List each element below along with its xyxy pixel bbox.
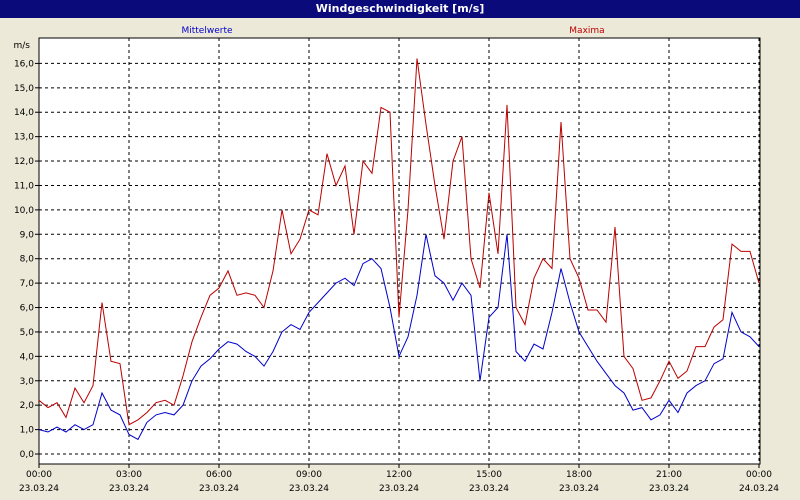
x-tick-date-label: 23.03.24 [649,484,689,494]
y-tick-label: 7,0 [20,279,35,289]
x-tick-date-label: 23.03.24 [109,484,149,494]
x-tick-time-label: 06:00 [206,470,232,480]
series-line-maxima [38,58,760,426]
y-tick-label: 11,0 [14,181,34,191]
x-tick-date-label: 23.03.24 [559,484,599,494]
y-tick-label: 5,0 [20,328,35,338]
y-tick-label: 0,0 [20,450,35,460]
y-axis-ticks: 0,0 1,0 2,0 3,0 4,0 5,0 6,0 7,0 8,0 9,0 10,0 11,0 12… [14,59,39,460]
y-tick-label: 9,0 [20,230,35,240]
x-tick-time-label: 18:00 [566,470,592,480]
y-tick-label: 2,0 [20,401,35,411]
x-tick-time-label: 00:00 [26,470,52,480]
y-tick-label: 8,0 [20,255,35,265]
x-tick-time-label: 21:00 [656,470,682,480]
x-tick-date-label: 23.03.24 [289,484,329,494]
y-tick-label: 12,0 [14,157,34,167]
y-tick-label: 15,0 [14,84,34,94]
x-axis-ticks: 00:00 23.03.24 03:00 23.03.24 06:00 23.03.24 0… [19,464,779,494]
grid-lines [38,38,760,464]
y-tick-label: 10,0 [14,206,34,216]
x-tick-date-label: 23.03.24 [19,484,59,494]
series-line-mittelwerte [38,234,760,441]
data-series [38,58,760,441]
chart-title: Windgeschwindigkeit [m/s] [0,0,800,18]
x-tick-date-label: 23.03.24 [379,484,419,494]
y-tick-label: 13,0 [14,133,34,143]
y-tick-label: 14,0 [14,108,34,118]
x-tick-time-label: 03:00 [116,470,142,480]
y-tick-label: 1,0 [20,426,35,436]
legend-mittelwerte: Mittelwerte [181,26,232,36]
y-tick-label: 4,0 [20,352,35,362]
x-tick-date-label: 24.03.24 [739,484,779,494]
y-tick-label: 6,0 [20,304,35,314]
x-tick-date-label: 23.03.24 [199,484,239,494]
legend-maxima: Maxima [569,26,604,36]
x-tick-time-label: 00:00 [746,470,772,480]
y-tick-label: 3,0 [20,377,35,387]
y-tick-label: 16,0 [14,59,34,69]
x-tick-date-label: 23.03.24 [469,484,509,494]
x-tick-time-label: 12:00 [386,470,412,480]
y-axis-label: m/s [14,41,31,51]
x-tick-time-label: 09:00 [296,470,322,480]
x-tick-time-label: 15:00 [476,470,502,480]
